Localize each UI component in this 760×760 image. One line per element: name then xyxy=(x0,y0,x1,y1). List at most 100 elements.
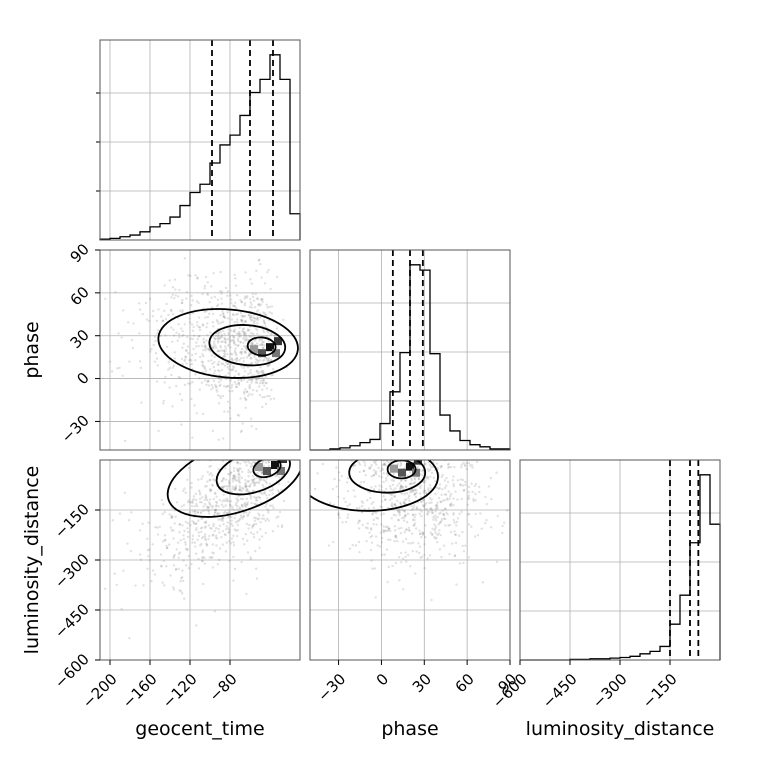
sample-point xyxy=(260,376,264,379)
sample-point xyxy=(272,367,275,371)
sample-point xyxy=(372,506,375,509)
sample-point xyxy=(362,455,364,457)
sample-point xyxy=(249,315,253,319)
sample-point xyxy=(461,484,465,487)
sample-point xyxy=(198,334,201,338)
sample-point xyxy=(245,347,248,350)
y-tick-label: −300 xyxy=(51,550,93,592)
sample-point xyxy=(232,508,236,512)
sample-point xyxy=(203,341,206,345)
y-tick-label: 90 xyxy=(67,240,93,266)
sample-point xyxy=(219,313,222,317)
sample-point xyxy=(374,472,378,476)
sample-point xyxy=(221,394,225,398)
sample-point xyxy=(194,373,197,376)
sample-point xyxy=(242,356,245,360)
sample-point xyxy=(246,480,249,483)
sample-point xyxy=(240,300,243,304)
sample-point xyxy=(216,394,220,397)
sample-point xyxy=(263,395,266,399)
sample-point xyxy=(402,501,405,504)
xlabel-luminosity_distance: luminosity_distance xyxy=(526,718,715,740)
sample-point xyxy=(260,338,264,341)
sample-point xyxy=(370,425,372,427)
sample-point xyxy=(430,533,434,537)
density-cell xyxy=(406,462,414,471)
scatter-panel-geocent_time-phase xyxy=(99,249,301,451)
sample-point xyxy=(154,351,158,355)
sample-point xyxy=(225,541,228,544)
sample-point xyxy=(395,435,397,437)
sample-point xyxy=(200,526,204,529)
sample-point xyxy=(212,504,215,508)
sample-point xyxy=(253,446,255,448)
sample-point xyxy=(431,511,434,514)
sample-point xyxy=(234,475,237,478)
sample-point xyxy=(254,499,258,502)
sample-point xyxy=(403,531,406,534)
sample-point xyxy=(394,534,398,538)
sample-point xyxy=(455,583,458,586)
sample-point xyxy=(202,348,205,352)
sample-point xyxy=(226,338,230,341)
sample-point xyxy=(178,523,181,526)
sample-point xyxy=(225,525,228,528)
sample-point xyxy=(352,489,355,492)
sample-point xyxy=(256,481,259,484)
sample-point xyxy=(209,490,212,493)
sample-point xyxy=(172,334,176,337)
sample-point xyxy=(427,487,430,490)
sample-point xyxy=(249,465,252,468)
sample-point xyxy=(415,507,418,511)
sample-point xyxy=(241,470,244,474)
sample-point xyxy=(441,473,445,477)
sample-point xyxy=(418,492,422,495)
sample-point xyxy=(429,397,431,399)
sample-point xyxy=(382,495,385,498)
sample-point xyxy=(221,530,225,533)
sample-point xyxy=(181,329,184,333)
sample-point xyxy=(390,456,392,458)
sample-point xyxy=(117,332,120,335)
sample-point xyxy=(230,357,233,360)
sample-point xyxy=(227,509,230,513)
sample-point xyxy=(212,497,215,501)
sample-point xyxy=(265,494,268,497)
sample-point xyxy=(179,327,183,330)
sample-point xyxy=(203,533,207,536)
sample-point xyxy=(383,454,385,456)
sample-point xyxy=(261,405,264,409)
sample-point xyxy=(199,326,202,329)
sample-point xyxy=(252,478,255,482)
sample-point xyxy=(398,501,402,504)
sample-point xyxy=(257,517,260,521)
sample-point xyxy=(337,471,341,474)
sample-point xyxy=(452,513,455,516)
sample-point xyxy=(236,529,240,532)
sample-point xyxy=(256,317,260,320)
sample-point xyxy=(235,529,238,532)
sample-point xyxy=(387,565,390,569)
sample-point xyxy=(175,446,177,448)
sample-point xyxy=(236,479,239,482)
sample-point xyxy=(261,388,264,391)
sample-point xyxy=(245,484,248,488)
sample-point xyxy=(195,528,198,532)
sample-point xyxy=(406,452,408,454)
sample-point xyxy=(407,496,410,500)
sample-point xyxy=(375,463,378,466)
sample-point xyxy=(260,342,263,346)
sample-point xyxy=(266,394,269,398)
sample-point xyxy=(375,442,377,444)
sample-point xyxy=(154,339,157,343)
sample-point xyxy=(410,505,413,508)
sample-point xyxy=(188,501,192,504)
sample-point xyxy=(191,380,194,384)
sample-point xyxy=(239,311,243,315)
sample-point xyxy=(244,338,247,341)
sample-point xyxy=(235,356,239,360)
sample-point xyxy=(365,539,368,543)
sample-point xyxy=(152,343,155,347)
sample-point xyxy=(219,394,222,398)
sample-point xyxy=(403,447,405,449)
